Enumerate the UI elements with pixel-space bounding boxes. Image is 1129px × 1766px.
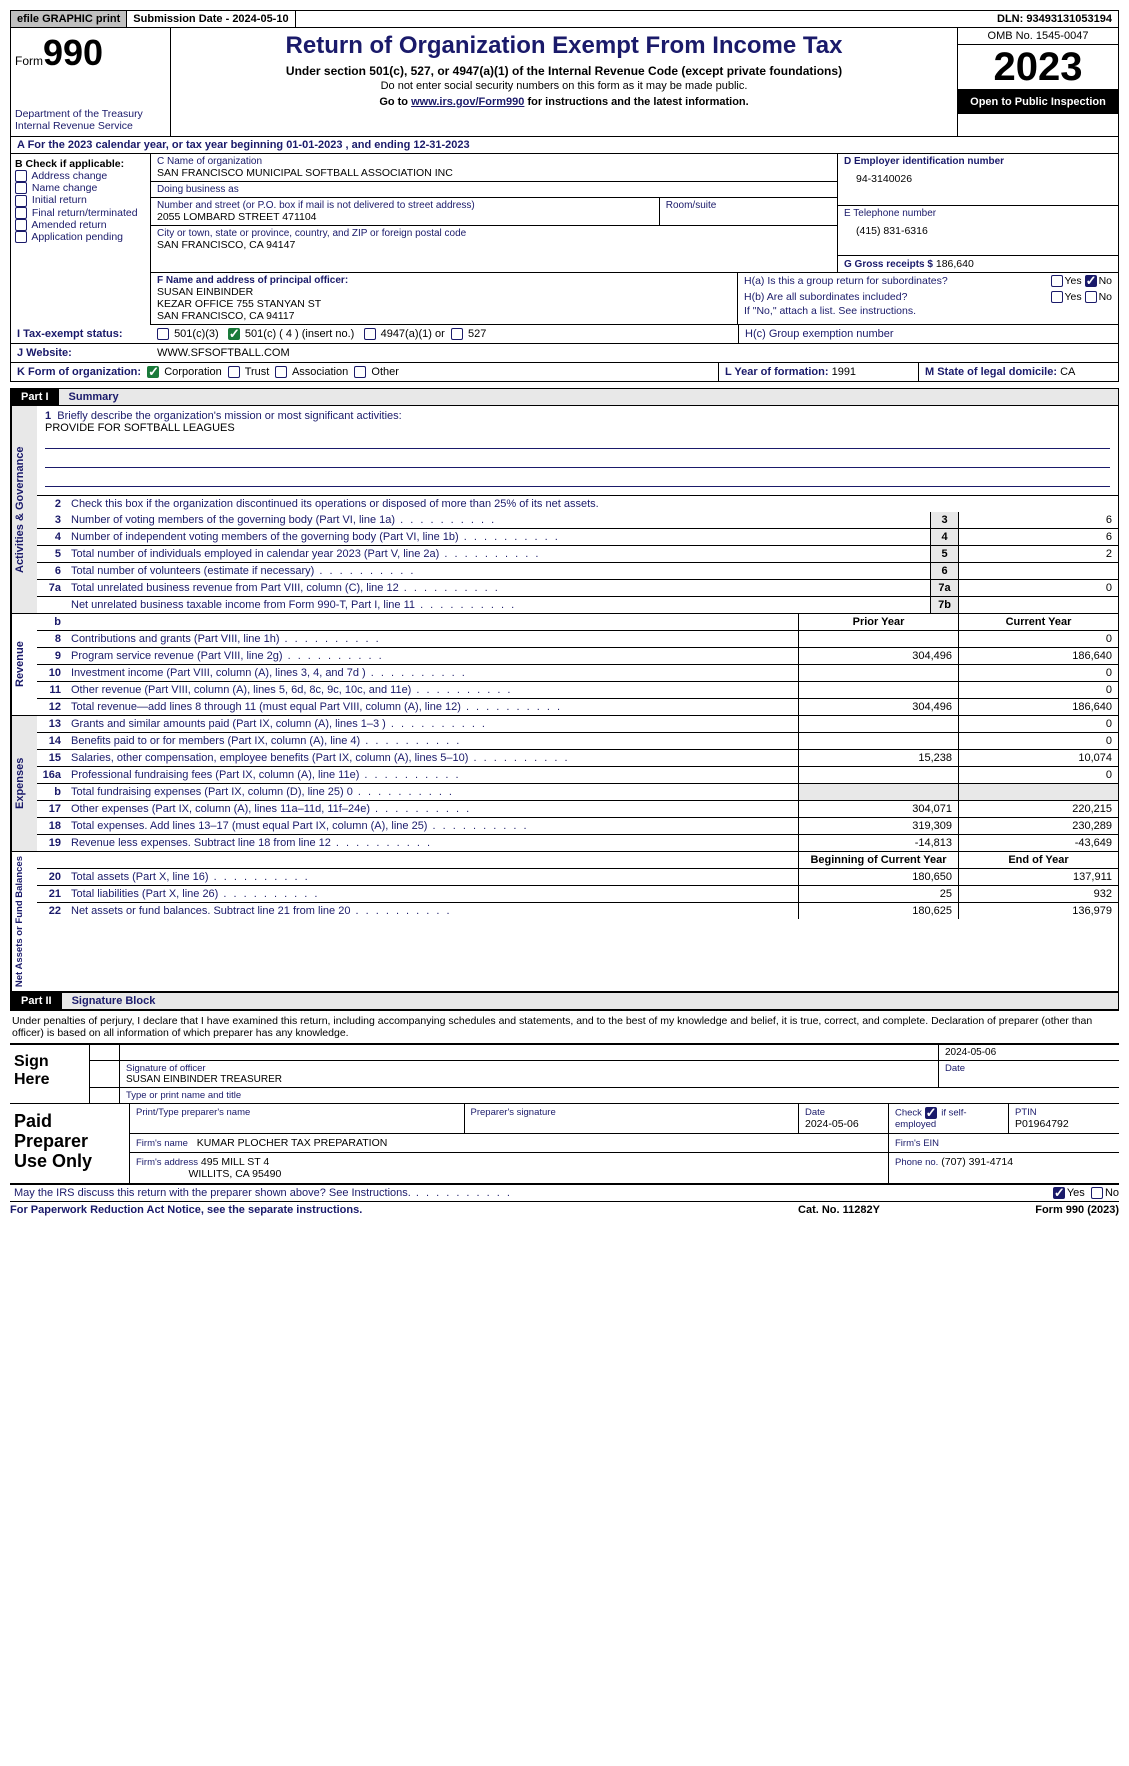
dba-cell: Doing business as — [151, 182, 837, 198]
section-revenue: Revenue b Prior Year Current Year 8Contr… — [10, 614, 1119, 716]
submission-date: Submission Date - 2024-05-10 — [127, 11, 295, 27]
col-prior-year: Prior Year — [798, 614, 958, 630]
summary-row: 16aProfessional fundraising fees (Part I… — [37, 767, 1118, 784]
side-tab-governance: Activities & Governance — [11, 406, 37, 613]
summary-row: 5Total number of individuals employed in… — [37, 546, 1118, 563]
summary-row: 18Total expenses. Add lines 13–17 (must … — [37, 818, 1118, 835]
side-tab-netassets: Net Assets or Fund Balances — [11, 852, 37, 991]
summary-row: 12Total revenue—add lines 8 through 11 (… — [37, 699, 1118, 715]
efile-print[interactable]: efile GRAPHIC print — [11, 11, 127, 27]
org-name-cell: C Name of organization SAN FRANCISCO MUN… — [151, 154, 837, 182]
summary-row: 22Net assets or fund balances. Subtract … — [37, 903, 1118, 919]
row-j-website: J Website: WWW.SFSOFTBALL.COM — [10, 344, 1119, 363]
summary-row: 6Total number of volunteers (estimate if… — [37, 563, 1118, 580]
section-net-assets: Net Assets or Fund Balances Beginning of… — [10, 852, 1119, 992]
irs-discuss-row: May the IRS discuss this return with the… — [10, 1185, 1119, 1202]
mission-text: PROVIDE FOR SOFTBALL LEAGUES — [45, 422, 1110, 434]
summary-row: 7aTotal unrelated business revenue from … — [37, 580, 1118, 597]
summary-row: 21Total liabilities (Part X, line 26)259… — [37, 886, 1118, 903]
hc-cell: H(c) Group exemption number — [738, 325, 1118, 343]
box-b-checkboxes: B Check if applicable: Address change Na… — [11, 154, 151, 325]
form-title: Return of Organization Exempt From Incom… — [179, 32, 949, 60]
box-h: H(a) Is this a group return for subordin… — [738, 273, 1118, 324]
principal-officer-cell: F Name and address of principal officer:… — [151, 273, 737, 324]
form-subtitle: Under section 501(c), 527, or 4947(a)(1)… — [179, 64, 949, 78]
penalty-declaration: Under penalties of perjury, I declare th… — [10, 1010, 1119, 1043]
summary-row: 20Total assets (Part X, line 16)180,6501… — [37, 869, 1118, 886]
summary-row: 14Benefits paid to or for members (Part … — [37, 733, 1118, 750]
summary-row: 10Investment income (Part VIII, column (… — [37, 665, 1118, 682]
paid-preparer-block: Paid Preparer Use Only Print/Type prepar… — [10, 1104, 1119, 1185]
gross-receipts-cell: G Gross receipts $ 186,640 — [838, 256, 1118, 272]
ein-cell: D Employer identification number 94-3140… — [838, 154, 1118, 206]
summary-row: 19Revenue less expenses. Subtract line 1… — [37, 835, 1118, 851]
phone-cell: E Telephone number (415) 831-6316 — [838, 206, 1118, 256]
summary-row: 9Program service revenue (Part VIII, lin… — [37, 648, 1118, 665]
header-info-block: B Check if applicable: Address change Na… — [10, 154, 1119, 325]
summary-row: 8Contributions and grants (Part VIII, li… — [37, 631, 1118, 648]
goto-line: Go to www.irs.gov/Form990 for instructio… — [179, 96, 949, 108]
form-header: Form990 Department of the TreasuryIntern… — [10, 28, 1119, 137]
summary-row: Net unrelated business taxable income fr… — [37, 597, 1118, 613]
summary-row: 17Other expenses (Part IX, column (A), l… — [37, 801, 1118, 818]
side-tab-revenue: Revenue — [11, 614, 37, 715]
row-i-taxexempt: I Tax-exempt status: 501(c)(3) 501(c) ( … — [10, 325, 1119, 344]
dept-treasury: Department of the TreasuryInternal Reven… — [15, 108, 166, 132]
sign-here-block: Sign Here 2024-05-06 Signature of office… — [10, 1043, 1119, 1104]
omb-number: OMB No. 1545-0047 — [958, 28, 1118, 45]
row-klm: K Form of organization: Corporation Trus… — [10, 363, 1119, 382]
col-current-year: Current Year — [958, 614, 1118, 630]
website-value[interactable]: WWW.SFSOFTBALL.COM — [151, 344, 1118, 362]
summary-row: 13Grants and similar amounts paid (Part … — [37, 716, 1118, 733]
city-cell: City or town, state or province, country… — [151, 226, 837, 253]
side-tab-expenses: Expenses — [11, 716, 37, 851]
part-1-header: Part I Summary — [10, 388, 1119, 406]
footer-line: For Paperwork Reduction Act Notice, see … — [10, 1202, 1119, 1216]
tax-year: 2023 — [958, 45, 1118, 90]
section-activities-governance: Activities & Governance 1 Briefly descri… — [10, 406, 1119, 614]
form-number: Form990 — [15, 32, 166, 74]
top-bar: efile GRAPHIC print Submission Date - 20… — [10, 10, 1119, 28]
part-2-header: Part II Signature Block — [10, 992, 1119, 1010]
address-cell: Number and street (or P.O. box if mail i… — [151, 198, 837, 226]
line-a-taxyear: A For the 2023 calendar year, or tax yea… — [10, 137, 1119, 154]
open-to-public: Open to Public Inspection — [958, 90, 1118, 114]
summary-row: 15Salaries, other compensation, employee… — [37, 750, 1118, 767]
summary-row: 3Number of voting members of the governi… — [37, 512, 1118, 529]
dln: DLN: 93493131053194 — [991, 11, 1118, 27]
section-expenses: Expenses 13Grants and similar amounts pa… — [10, 716, 1119, 852]
summary-row: 11Other revenue (Part VIII, column (A), … — [37, 682, 1118, 699]
irs-link[interactable]: www.irs.gov/Form990 — [411, 96, 524, 108]
summary-row: 4Number of independent voting members of… — [37, 529, 1118, 546]
summary-row: bTotal fundraising expenses (Part IX, co… — [37, 784, 1118, 801]
ssn-note: Do not enter social security numbers on … — [179, 80, 949, 92]
